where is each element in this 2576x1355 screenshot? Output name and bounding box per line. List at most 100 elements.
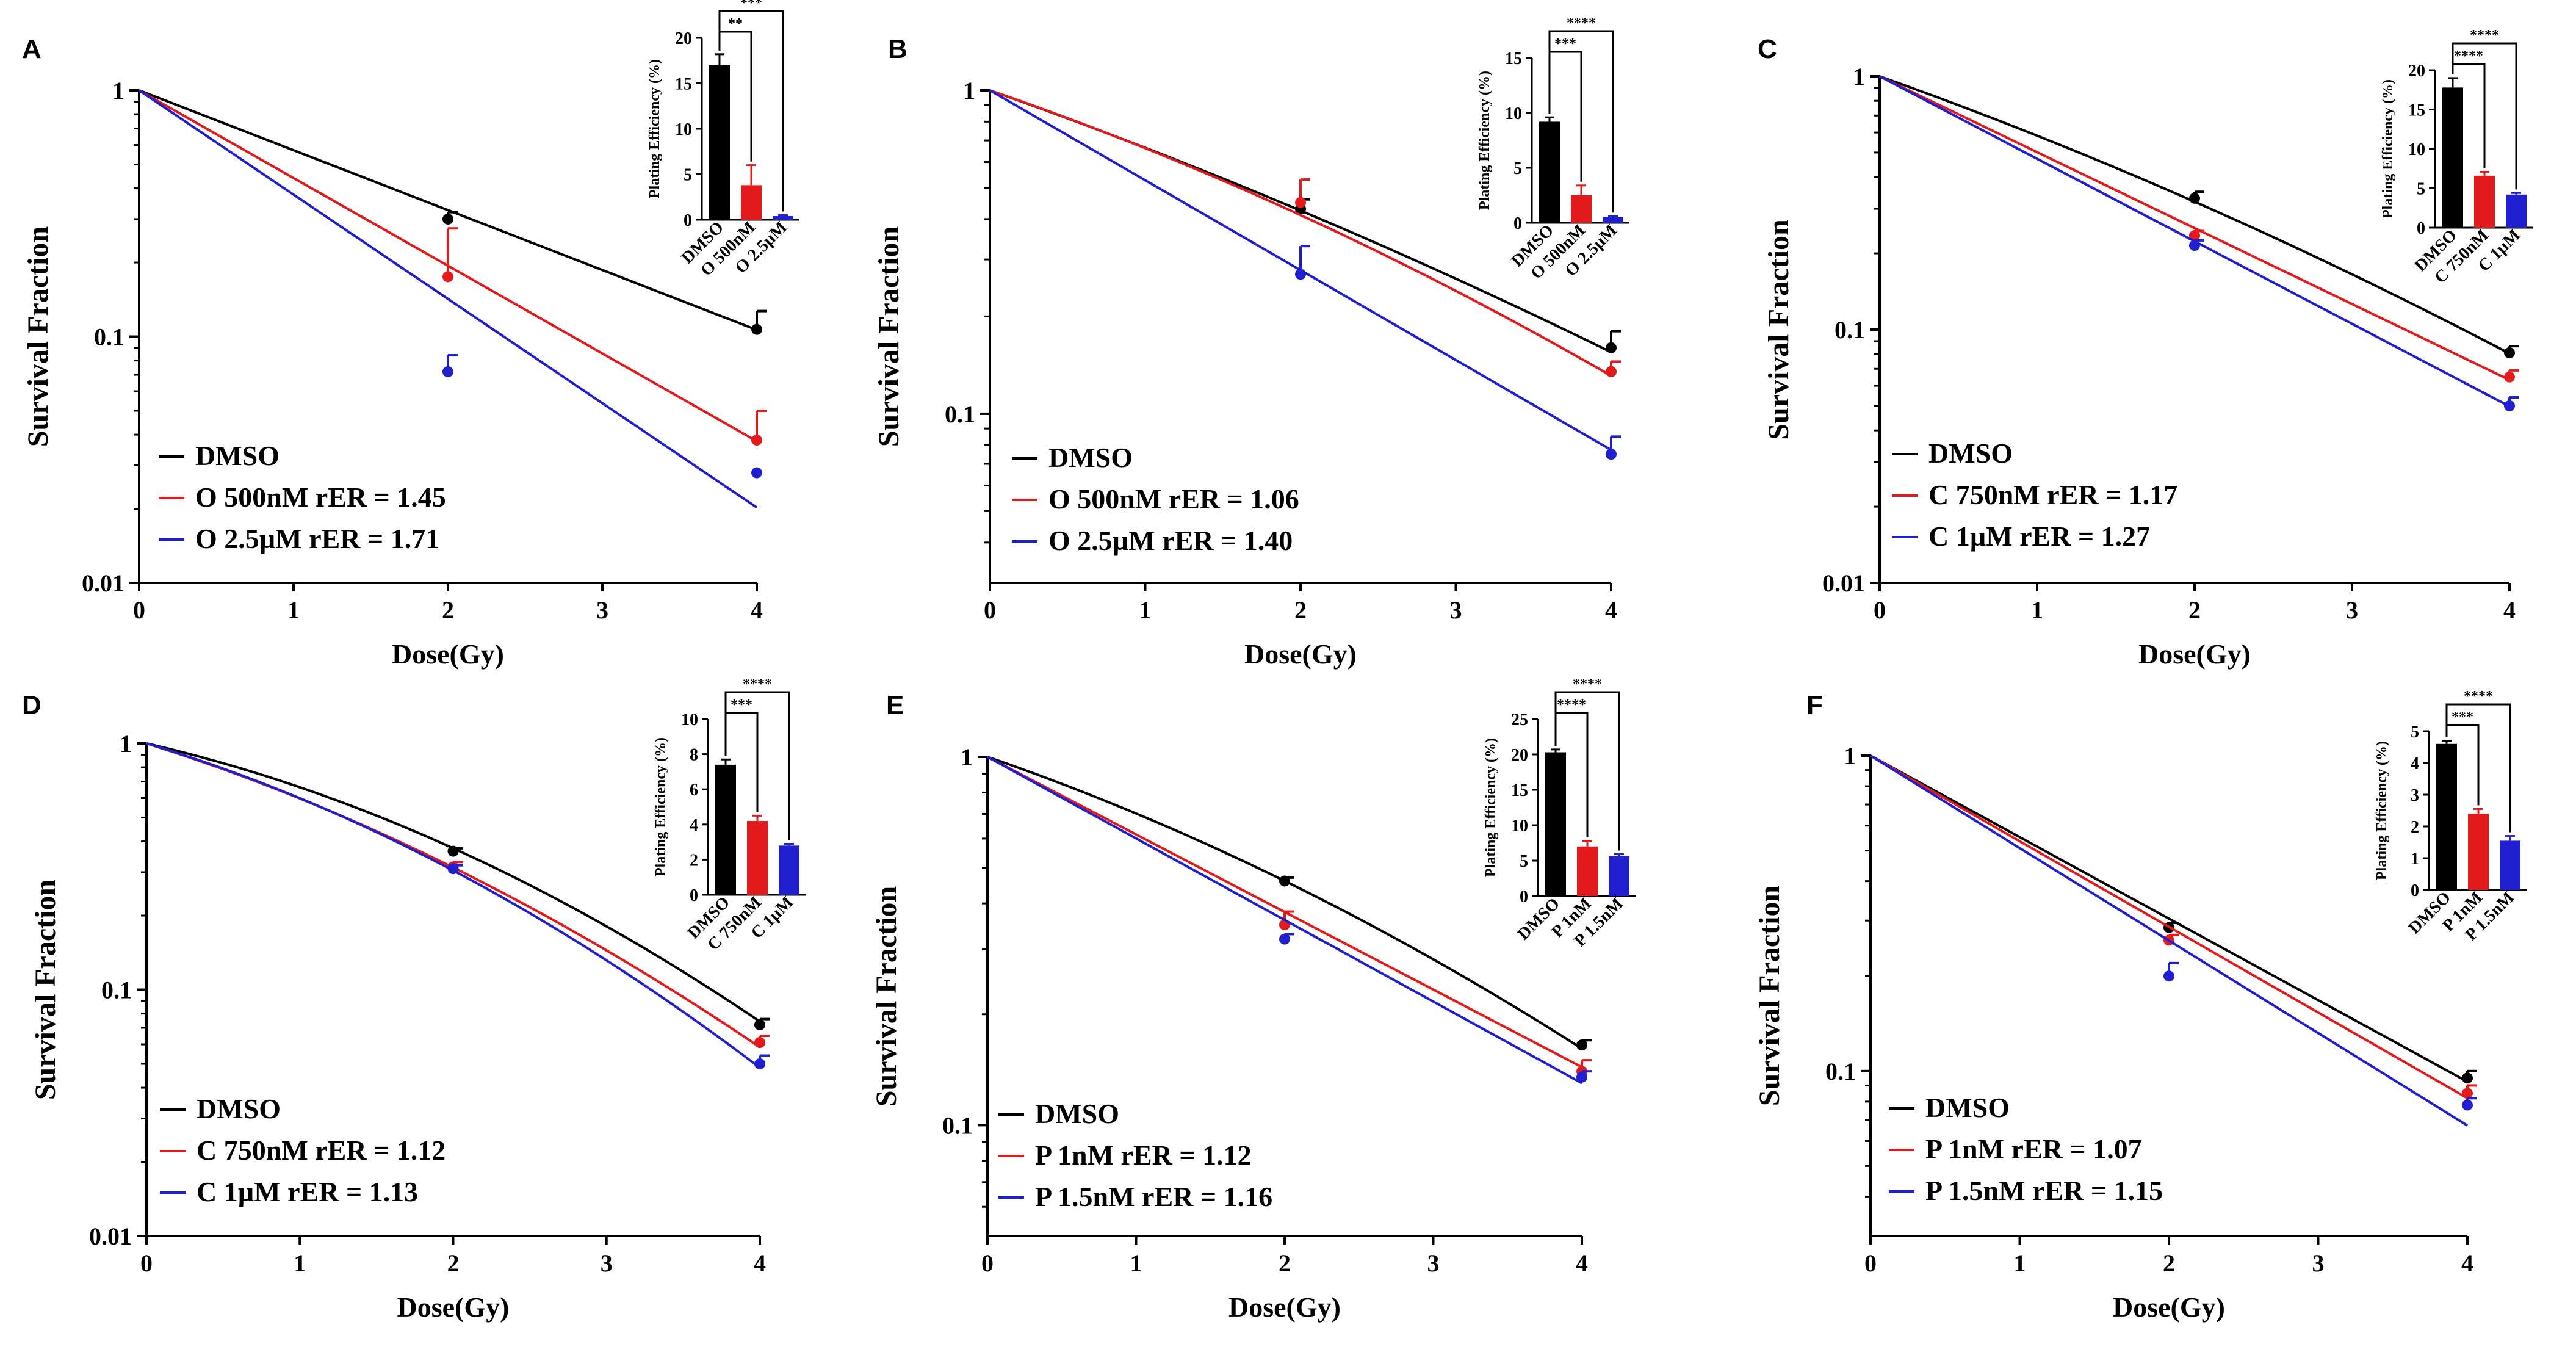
data-point	[1295, 269, 1306, 280]
inset-y-tick-label: 2	[690, 851, 698, 870]
x-tick-label: 3	[2312, 1249, 2325, 1277]
inset-bar	[2436, 743, 2457, 890]
data-point	[442, 271, 453, 283]
data-point	[754, 1037, 765, 1049]
inset-bar	[773, 216, 793, 220]
inset-y-axis-label: Plating Efficiency (%)	[1483, 738, 1499, 877]
inset-bar	[741, 185, 762, 220]
inset-y-tick-label: 3	[2411, 786, 2419, 805]
x-tick-label: 1	[2031, 596, 2043, 624]
y-tick-label: 1	[120, 730, 132, 757]
y-tick-label: 0.01	[1822, 569, 1865, 597]
significance-bracket	[2445, 703, 2511, 833]
x-axis-label: Dose(Gy)	[2113, 1292, 2225, 1323]
inset-y-tick-label: 0	[684, 211, 692, 230]
data-point	[2189, 192, 2200, 204]
significance-label: ****	[2470, 27, 2499, 43]
inset-y-tick-label: 15	[1511, 781, 1528, 800]
legend-entry: DMSO	[195, 440, 280, 471]
x-tick-label: 4	[2503, 596, 2516, 624]
y-tick-label: 0.1	[1835, 316, 1865, 344]
inset-y-tick-label: 4	[2411, 754, 2419, 773]
data-point	[447, 863, 459, 875]
panel-letter: B	[888, 34, 907, 64]
inset-bar	[1609, 856, 1629, 896]
x-tick-label: 3	[596, 596, 608, 624]
panel-b: B 0 1 2 3 4 0.1 1 Dose(Gy) Survival Fraction DMSO O…	[873, 15, 1629, 670]
data-point	[1279, 933, 1290, 945]
significance-bracket	[2452, 42, 2517, 190]
x-tick-label: 4	[1605, 596, 1617, 624]
data-point	[751, 435, 762, 446]
y-tick-label: 0.1	[945, 400, 975, 428]
inset-y-tick-label: 1	[2411, 850, 2419, 869]
data-point	[1606, 449, 1617, 460]
data-point	[2189, 240, 2200, 251]
x-tick-label: 0	[133, 596, 145, 624]
inset-y-tick-label: 2	[2411, 818, 2419, 837]
data-point	[1576, 1071, 1587, 1083]
significance-label: ****	[1557, 697, 1586, 713]
fit-line-o-2-5-m	[138, 89, 758, 509]
data-point	[442, 213, 453, 225]
fit-line-p-1-5nm	[987, 756, 1582, 1085]
inset-bar	[2506, 194, 2527, 228]
significance-label: ****	[2454, 48, 2483, 64]
data-point	[751, 467, 762, 479]
x-tick-label: 2	[1279, 1249, 1291, 1277]
y-tick-label: 0.01	[82, 569, 124, 597]
inset-bar	[2468, 814, 2489, 890]
y-tick-label: 0.1	[1825, 1058, 1856, 1085]
inset-bar	[715, 764, 736, 895]
y-tick-label: 1	[963, 77, 975, 104]
x-axis-label: Dose(Gy)	[2138, 638, 2251, 670]
legend-entry: O 2.5µM rER = 1.40	[1048, 525, 1293, 556]
data-point	[754, 1019, 765, 1031]
inset-bar	[709, 65, 730, 220]
data-point	[754, 1058, 765, 1069]
inset-y-tick-label: 5	[2411, 723, 2419, 742]
y-tick-label: 0.01	[89, 1223, 132, 1250]
legend-entry: C 1µM rER = 1.13	[197, 1176, 418, 1207]
x-tick-label: 0	[981, 1249, 994, 1277]
inset-y-tick-label: 8	[690, 746, 698, 765]
y-tick-label: 1	[1853, 63, 1865, 90]
inset-y-tick-label: 15	[675, 75, 692, 94]
legend-entry: C 750nM rER = 1.17	[1928, 479, 2177, 510]
inset-bar	[2442, 87, 2463, 228]
inset-y-tick-label: 0	[690, 886, 698, 905]
significance-label: ***	[731, 697, 752, 713]
legend-entry: P 1.5nM rER = 1.16	[1035, 1181, 1272, 1212]
inset-bar	[2500, 840, 2520, 890]
panel-e: E 0 1 2 3 4 0.1 1 Dose(Gy) Survival Fraction DMSO P…	[870, 676, 1636, 1323]
significance-label: **	[728, 16, 743, 32]
y-axis-label: Survival Fraction	[873, 226, 905, 447]
inset-y-tick-label: 10	[675, 120, 692, 139]
y-axis-label: Survival Fraction	[870, 886, 903, 1107]
inset-y-tick-label: 0	[2417, 219, 2425, 238]
legend-entry: O 2.5µM rER = 1.71	[195, 523, 439, 554]
inset-bar	[2474, 175, 2495, 228]
significance-bracket	[1548, 30, 1614, 213]
x-axis-label: Dose(Gy)	[397, 1292, 510, 1323]
inset-bar	[1539, 121, 1560, 223]
significance-label: ****	[743, 676, 772, 692]
y-tick-label: 0.1	[94, 323, 124, 351]
x-tick-label: 2	[447, 1249, 460, 1277]
x-tick-label: 0	[1874, 596, 1886, 624]
inset-y-tick-label: 5	[1520, 852, 1528, 871]
panel-d: D 0 1 2 3 4 0.01 0.1 1 Dose(Gy) Survival Fraction D…	[22, 676, 806, 1323]
x-tick-label: 1	[1130, 1249, 1142, 1277]
legend-entry: P 1.5nM rER = 1.15	[1925, 1175, 2163, 1206]
inset-y-tick-label: 10	[1511, 817, 1528, 836]
inset-bar	[1603, 217, 1623, 223]
panel-f: F 0 1 2 3 4 0.1 1 Dose(Gy) Survival Fraction DMSO P…	[1753, 688, 2527, 1323]
panel-letter: C	[1758, 34, 1777, 64]
legend-entry: P 1nM rER = 1.12	[1035, 1140, 1252, 1171]
inset-y-axis-label: Plating Efficiency (%)	[653, 737, 669, 876]
